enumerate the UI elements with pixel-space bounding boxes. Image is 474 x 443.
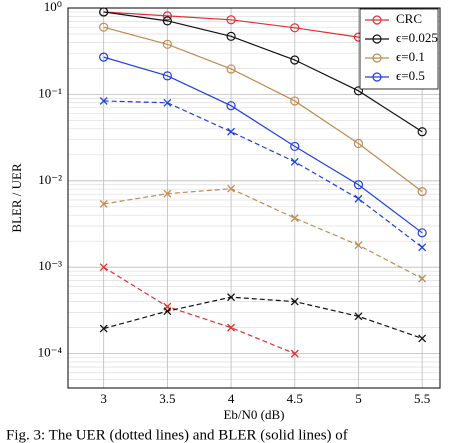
marker (227, 323, 236, 332)
marker (418, 274, 427, 283)
marker (227, 184, 236, 193)
legend-label: ϵ=0.1 (396, 49, 425, 64)
marker (417, 127, 427, 137)
marker (163, 189, 172, 198)
marker (99, 96, 108, 105)
marker (227, 293, 236, 302)
x-axis-label: Eb/N0 (dB) (223, 407, 284, 422)
marker (163, 307, 172, 316)
marker (354, 241, 363, 250)
series-line (103, 100, 423, 248)
marker (290, 141, 300, 152)
series-line (103, 11, 423, 133)
marker (417, 187, 427, 197)
marker (354, 312, 363, 321)
y-axis-label: BLER / UER (9, 163, 24, 233)
marker (417, 228, 427, 238)
marker (99, 52, 109, 62)
marker (290, 214, 299, 223)
marker (290, 157, 299, 166)
marker (290, 23, 300, 33)
legend-label: ϵ=0.5 (396, 68, 425, 83)
marker (418, 243, 427, 252)
marker (353, 138, 364, 149)
marker (290, 96, 300, 106)
x-tick-label: 5 (355, 391, 362, 406)
y-tick-label: 10⁰ (44, 0, 62, 14)
legend-label: ϵ=0.025 (396, 30, 438, 45)
marker (162, 11, 172, 21)
x-tick-label: 4 (228, 391, 235, 406)
marker (99, 22, 109, 32)
marker (354, 194, 363, 203)
marker (99, 324, 108, 333)
marker (290, 55, 300, 65)
marker (290, 297, 299, 306)
marker (163, 98, 172, 107)
series-line (103, 26, 423, 193)
y-tick-label: 10⁻² (38, 172, 62, 187)
legend-marker (372, 15, 382, 25)
marker (99, 199, 108, 208)
legend-marker (372, 53, 382, 63)
x-tick-label: 5.5 (414, 391, 430, 406)
series-line (103, 188, 423, 280)
legend-marker (372, 72, 382, 82)
legend-label: CRC (396, 11, 422, 26)
marker (99, 7, 109, 17)
y-tick-label: 10⁻¹ (38, 85, 62, 100)
marker (162, 39, 172, 49)
marker (227, 127, 236, 136)
marker (353, 180, 364, 190)
series-line (103, 56, 423, 234)
marker (162, 71, 172, 81)
y-tick-label: 10⁻³ (38, 258, 62, 273)
marker (99, 263, 108, 272)
marker (418, 334, 427, 343)
caption: Fig. 3: The UER (dotted lines) and BLER … (6, 427, 348, 443)
marker (290, 349, 299, 358)
legend-marker (372, 34, 382, 44)
series-line (103, 296, 423, 339)
marker (353, 86, 364, 96)
marker (226, 64, 236, 74)
x-tick-label: 3.5 (159, 391, 175, 406)
marker (226, 15, 236, 25)
x-tick-label: 4.5 (287, 391, 303, 406)
marker (226, 101, 236, 111)
series-line (103, 266, 295, 355)
x-tick-label: 3 (100, 391, 107, 406)
plot-frame (67, 7, 441, 389)
marker (226, 31, 236, 41)
marker (162, 16, 172, 26)
y-tick-label: 10⁻⁴ (38, 345, 63, 360)
